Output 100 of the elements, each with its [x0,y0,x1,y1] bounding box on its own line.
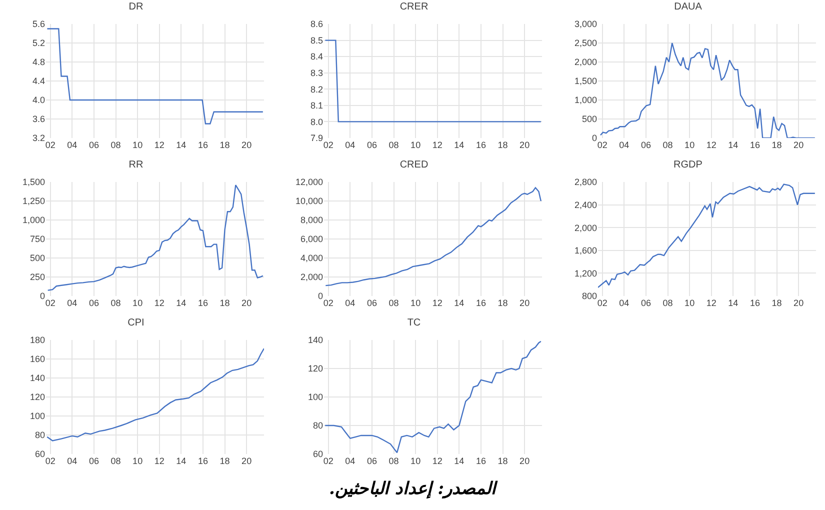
x-tick-label: 10 [132,140,143,150]
y-tick-label: 80 [312,420,323,431]
x-tick-label: 20 [242,298,252,308]
x-tick-label: 02 [45,298,56,308]
x-tick-label: 12 [706,298,716,308]
y-tick-label: 140 [30,373,45,384]
y-tick-label: 1,000 [22,215,45,226]
x-tick-label: 20 [520,456,530,466]
x-tick-label: 02 [45,456,56,466]
x-tick-label: 10 [410,456,421,466]
y-tick-label: 250 [30,272,45,282]
y-tick-label: 4.0 [32,95,45,106]
line-series [325,187,542,286]
y-tick-label: 1,200 [574,268,597,278]
y-tick-label: 100 [30,411,45,422]
x-tick-label: 04 [345,140,356,150]
x-tick-label: 12 [154,298,164,308]
x-tick-label: 02 [597,298,608,308]
chart-title: DAUA [674,1,702,12]
x-tick-label: 16 [750,140,760,150]
y-tick-label: 4.4 [32,76,45,86]
x-tick-label: 08 [388,140,399,150]
y-tick-label: 3.2 [32,133,45,144]
x-tick-label: 14 [728,298,738,308]
x-tick-label: 10 [132,298,143,308]
y-tick-label: 2,000 [574,222,597,233]
y-tick-label: 100 [308,392,323,402]
chart-title: DR [128,1,144,12]
x-tick-label: 18 [772,140,782,150]
x-tick-label: 08 [388,298,399,308]
y-tick-label: 8.5 [310,35,323,46]
x-tick-label: 12 [154,456,164,466]
y-tick-label: 80 [34,430,45,440]
x-tick-label: 12 [432,298,442,308]
x-tick-label: 08 [110,140,121,150]
x-tick-label: 18 [220,298,230,308]
x-tick-label: 20 [794,140,804,150]
y-tick-label: 1,500 [22,177,45,188]
y-tick-label: 5.6 [32,19,45,30]
x-tick-label: 04 [67,140,78,150]
y-tick-label: 6,000 [300,234,323,244]
x-tick-label: 06 [88,298,99,308]
x-tick-label: 08 [388,456,399,466]
line-series [47,184,264,291]
x-tick-label: 04 [67,456,78,466]
x-tick-label: 04 [619,298,630,308]
y-tick-label: 2,800 [574,177,597,188]
x-tick-label: 02 [323,456,334,466]
y-tick-label: 1,500 [574,76,597,86]
x-tick-label: 08 [110,456,121,466]
y-tick-label: 180 [30,335,45,346]
y-tick-label: 8.4 [310,52,323,62]
x-tick-label: 14 [176,140,186,150]
chart-title: RR [128,159,144,170]
x-tick-label: 14 [176,298,186,308]
x-tick-label: 04 [619,140,630,150]
y-tick-label: 2,000 [300,272,323,282]
chart-title: CPI [128,317,144,328]
x-tick-label: 06 [88,456,99,466]
y-tick-label: 8.3 [310,68,323,78]
chart-title: CRED [400,159,428,170]
chart-title: CRER [400,1,428,12]
x-tick-label: 06 [366,298,377,308]
x-tick-label: 14 [454,456,464,466]
x-tick-label: 18 [498,298,508,308]
x-tick-label: 14 [454,140,464,150]
y-tick-label: 2,400 [574,200,597,210]
x-tick-label: 06 [640,298,651,308]
y-tick-label: 7.9 [310,133,323,144]
x-tick-label: 08 [662,298,673,308]
line-series [600,42,816,138]
x-tick-label: 10 [410,140,421,150]
x-tick-label: 18 [220,140,230,150]
y-tick-label: 500 [582,114,597,124]
y-tick-label: 0 [40,291,45,302]
y-tick-label: 8.2 [310,84,323,94]
x-tick-label: 02 [45,140,56,150]
y-tick-label: 140 [308,335,323,346]
x-tick-label: 10 [684,298,695,308]
x-tick-label: 16 [476,298,486,308]
x-tick-label: 10 [684,140,695,150]
y-tick-label: 0 [318,291,323,302]
x-tick-label: 10 [410,298,421,308]
x-tick-label: 12 [706,140,716,150]
y-tick-label: 800 [582,291,597,302]
x-tick-label: 12 [432,456,442,466]
x-tick-label: 04 [67,298,78,308]
x-tick-label: 18 [498,140,508,150]
y-tick-label: 8.6 [310,19,323,30]
y-tick-label: 10,000 [295,196,323,206]
y-tick-label: 4.8 [32,57,45,68]
x-tick-label: 16 [198,140,208,150]
y-tick-label: 4,000 [300,253,323,264]
chart-title: RGDP [674,159,703,170]
x-tick-label: 14 [454,298,464,308]
y-tick-label: 500 [30,253,45,264]
x-tick-label: 02 [597,140,608,150]
line-series [46,348,264,442]
y-tick-label: 750 [30,234,45,244]
y-tick-label: 1,600 [574,246,597,256]
